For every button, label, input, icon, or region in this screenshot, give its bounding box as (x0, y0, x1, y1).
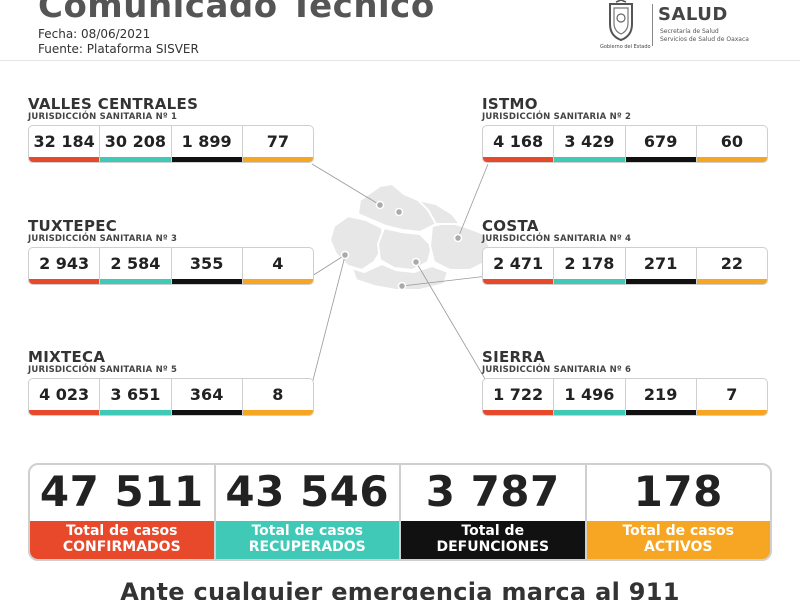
active-count: 8 (242, 379, 313, 415)
region-sierra: SIERRA JURISDICCIÓN SANITARIA Nº 6 1 722… (482, 349, 768, 416)
map-region-istmo (428, 220, 492, 271)
region-istmo: ISTMO JURISDICCIÓN SANITARIA Nº 2 4 168 … (482, 96, 768, 163)
region-jurisdiction: JURISDICCIÓN SANITARIA Nº 4 (482, 234, 632, 244)
active-count: 7 (696, 379, 767, 415)
region-name: ISTMO (482, 95, 538, 113)
region-jurisdiction: JURISDICCIÓN SANITARIA Nº 1 (28, 112, 178, 122)
totals-panel: 47 511 Total de casos CONFIRMADOS 43 546… (28, 463, 772, 561)
recovered-count: 2 178 (554, 248, 626, 284)
region-name: SIERRA (482, 348, 546, 366)
total-label-line-2: RECUPERADOS (248, 539, 366, 555)
deaths-count: 1 899 (171, 126, 243, 162)
recovered-count: 30 208 (100, 126, 172, 162)
total-confirmed-value: 47 511 (39, 467, 204, 516)
region-stats: 32 184 30 208 1 899 77 (28, 125, 314, 163)
total-confirmed-label: Total de casos CONFIRMADOS (30, 521, 214, 559)
confirmed-count: 2 943 (29, 248, 101, 284)
report-date: Fecha: 08/06/2021 (38, 27, 151, 41)
region-name: MIXTECA (28, 348, 106, 366)
region-stats: 1 722 1 496 219 7 (482, 378, 768, 416)
deaths-count: 219 (625, 379, 697, 415)
map-region-sierra (414, 198, 463, 225)
total-recovered-value: 43 546 (225, 467, 390, 516)
health-logo: Gobierno del Estado SALUD Secretaría de … (600, 0, 780, 56)
confirmed-count: 4 168 (483, 126, 555, 162)
logo-divider (652, 4, 653, 46)
confirmed-count: 1 722 (483, 379, 555, 415)
confirmed-count: 2 471 (483, 248, 555, 284)
recovered-count: 2 584 (100, 248, 172, 284)
logo-subtitle-2: Servicios de Salud de Oaxaca (660, 36, 749, 43)
logo-title: SALUD (658, 4, 728, 25)
report-source: Fuente: Plataforma SISVER (38, 42, 199, 56)
map-region-tuxtepec (356, 182, 438, 234)
total-active-value: 178 (633, 467, 723, 516)
total-label-line-1: Total de casos (251, 523, 364, 539)
seal-caption: Gobierno del Estado (600, 44, 651, 50)
region-jurisdiction: JURISDICCIÓN SANITARIA Nº 6 (482, 365, 632, 375)
active-count: 77 (242, 126, 313, 162)
map-region-mixteca (328, 214, 386, 272)
state-seal-icon (609, 0, 633, 42)
active-count: 22 (696, 248, 767, 284)
deaths-count: 364 (171, 379, 243, 415)
deaths-count: 679 (625, 126, 697, 162)
total-confirmed: 47 511 Total de casos CONFIRMADOS (30, 465, 216, 559)
recovered-count: 1 496 (554, 379, 626, 415)
total-label-line-1: Total de (461, 523, 525, 539)
total-label-line-1: Total de casos (65, 523, 178, 539)
total-label-line-2: DEFUNCIONES (436, 539, 550, 555)
logo-subtitle-1: Secretaría de Salud (660, 28, 719, 35)
region-stats: 2 471 2 178 271 22 (482, 247, 768, 285)
active-count: 4 (242, 248, 313, 284)
region-tuxtepec: TUXTEPEC JURISDICCIÓN SANITARIA Nº 3 2 9… (28, 218, 314, 285)
total-label-line-2: ACTIVOS (644, 539, 713, 555)
map-region-costa (350, 262, 450, 291)
recovered-count: 3 429 (554, 126, 626, 162)
deaths-count: 355 (171, 248, 243, 284)
emergency-notice: Ante cualquier emergencia marca al 911 (120, 578, 680, 600)
total-deaths-value: 3 787 (425, 467, 560, 516)
confirmed-count: 4 023 (29, 379, 101, 415)
total-recovered-label: Total de casos RECUPERADOS (215, 521, 399, 559)
region-stats: 4 168 3 429 679 60 (482, 125, 768, 163)
page-title: Comunicado Técnico (38, 0, 435, 26)
region-jurisdiction: JURISDICCIÓN SANITARIA Nº 5 (28, 365, 178, 375)
region-stats: 4 023 3 651 364 8 (28, 378, 314, 416)
deaths-count: 271 (625, 248, 697, 284)
region-mixteca: MIXTECA JURISDICCIÓN SANITARIA Nº 5 4 02… (28, 349, 314, 416)
region-jurisdiction: JURISDICCIÓN SANITARIA Nº 3 (28, 234, 178, 244)
region-stats: 2 943 2 584 355 4 (28, 247, 314, 285)
total-active-label: Total de casos ACTIVOS (586, 521, 770, 559)
map-region-valles (376, 226, 434, 272)
total-active: 178 Total de casos ACTIVOS (586, 465, 770, 559)
total-deaths: 3 787 Total de DEFUNCIONES (401, 465, 587, 559)
total-label-line-2: CONFIRMADOS (62, 539, 181, 555)
region-costa: COSTA JURISDICCIÓN SANITARIA Nº 4 2 471 … (482, 218, 768, 285)
region-name: TUXTEPEC (28, 217, 118, 235)
header-divider (0, 60, 800, 61)
total-deaths-label: Total de DEFUNCIONES (401, 521, 585, 559)
region-name: COSTA (482, 217, 539, 235)
total-label-line-1: Total de casos (622, 523, 735, 539)
region-jurisdiction: JURISDICCIÓN SANITARIA Nº 2 (482, 112, 632, 122)
confirmed-count: 32 184 (29, 126, 101, 162)
total-recovered: 43 546 Total de casos RECUPERADOS (215, 465, 401, 559)
active-count: 60 (696, 126, 767, 162)
region-valles-centrales: VALLES CENTRALES JURISDICCIÓN SANITARIA … (28, 96, 314, 163)
recovered-count: 3 651 (100, 379, 172, 415)
region-name: VALLES CENTRALES (28, 95, 199, 113)
